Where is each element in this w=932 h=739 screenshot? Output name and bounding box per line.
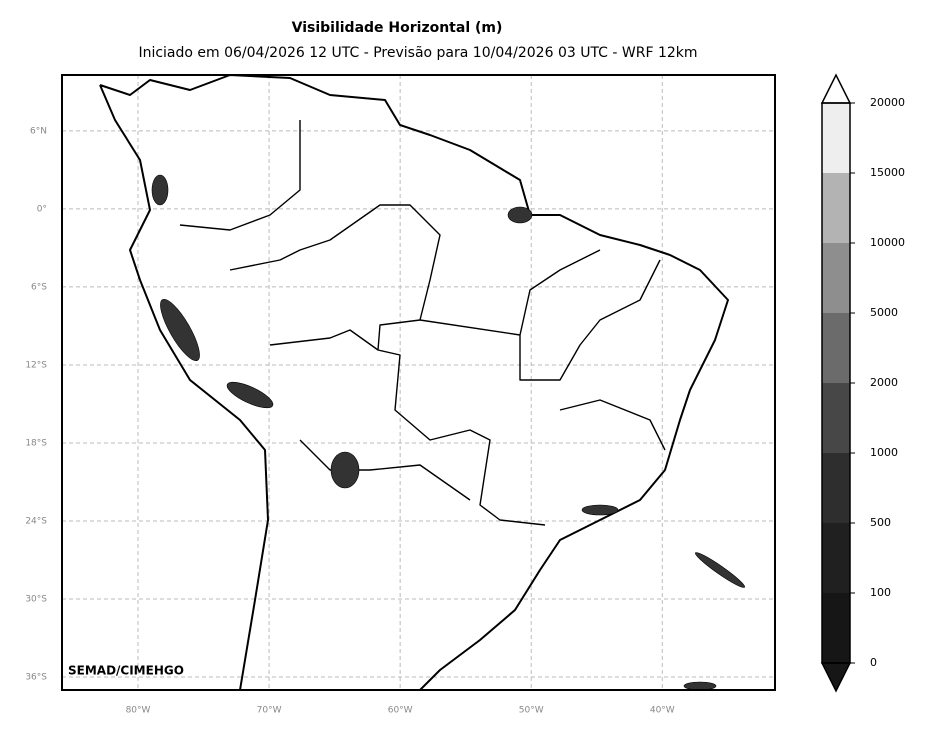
grid bbox=[62, 75, 775, 690]
colorbar-tick-label: 20000 bbox=[870, 96, 905, 109]
y-tick-label: 36°S bbox=[25, 672, 47, 682]
y-tick-label: 6°N bbox=[30, 126, 47, 136]
colorbar-band bbox=[822, 103, 850, 173]
chart-subtitle: Iniciado em 06/04/2026 12 UTC - Previsão… bbox=[138, 45, 697, 61]
colorbar-tick-label: 10000 bbox=[870, 236, 905, 249]
y-tick-label: 0° bbox=[37, 204, 47, 214]
chart-title: Visibilidade Horizontal (m) bbox=[292, 20, 503, 36]
colorbar-band bbox=[822, 313, 850, 383]
colorbar-band bbox=[822, 523, 850, 593]
colorbar-tick-label: 2000 bbox=[870, 376, 898, 389]
y-tick-label: 30°S bbox=[25, 594, 47, 604]
colorbar-tick-label: 500 bbox=[870, 516, 891, 529]
visibility-shading bbox=[151, 174, 745, 691]
colorbar-band bbox=[822, 383, 850, 453]
colorbar-band bbox=[822, 453, 850, 523]
y-tick-label: 12°S bbox=[25, 360, 47, 370]
x-tick-label: 70°W bbox=[257, 706, 282, 716]
colorbar-tick-label: 0 bbox=[870, 656, 877, 669]
colorbar-extend-low bbox=[820, 662, 852, 693]
colorbar-extend-high bbox=[820, 73, 852, 104]
x-tick-label: 50°W bbox=[519, 706, 544, 716]
colorbar-band bbox=[822, 243, 850, 313]
colorbar-tick-label: 5000 bbox=[870, 306, 898, 319]
map-outline bbox=[99, 74, 729, 691]
colorbar-tick-label: 1000 bbox=[870, 446, 898, 459]
colorbar-tick-label: 100 bbox=[870, 586, 891, 599]
x-tick-label: 60°W bbox=[388, 706, 413, 716]
map-frame bbox=[61, 74, 776, 691]
colorbar-band bbox=[822, 173, 850, 243]
y-tick-label: 24°S bbox=[25, 516, 47, 526]
x-tick-label: 80°W bbox=[126, 706, 151, 716]
colorbar-band bbox=[822, 593, 850, 663]
colorbar-tick-label: 15000 bbox=[870, 166, 905, 179]
colorbar: 0 100 500 1000 2000 5000 10000 15000 20000 bbox=[820, 73, 905, 693]
y-tick-label: 18°S bbox=[25, 438, 47, 448]
y-tick-label: 6°S bbox=[31, 282, 47, 292]
x-tick-label: 40°W bbox=[650, 706, 675, 716]
credit: SEMAD/CIMEHGO bbox=[68, 664, 184, 678]
